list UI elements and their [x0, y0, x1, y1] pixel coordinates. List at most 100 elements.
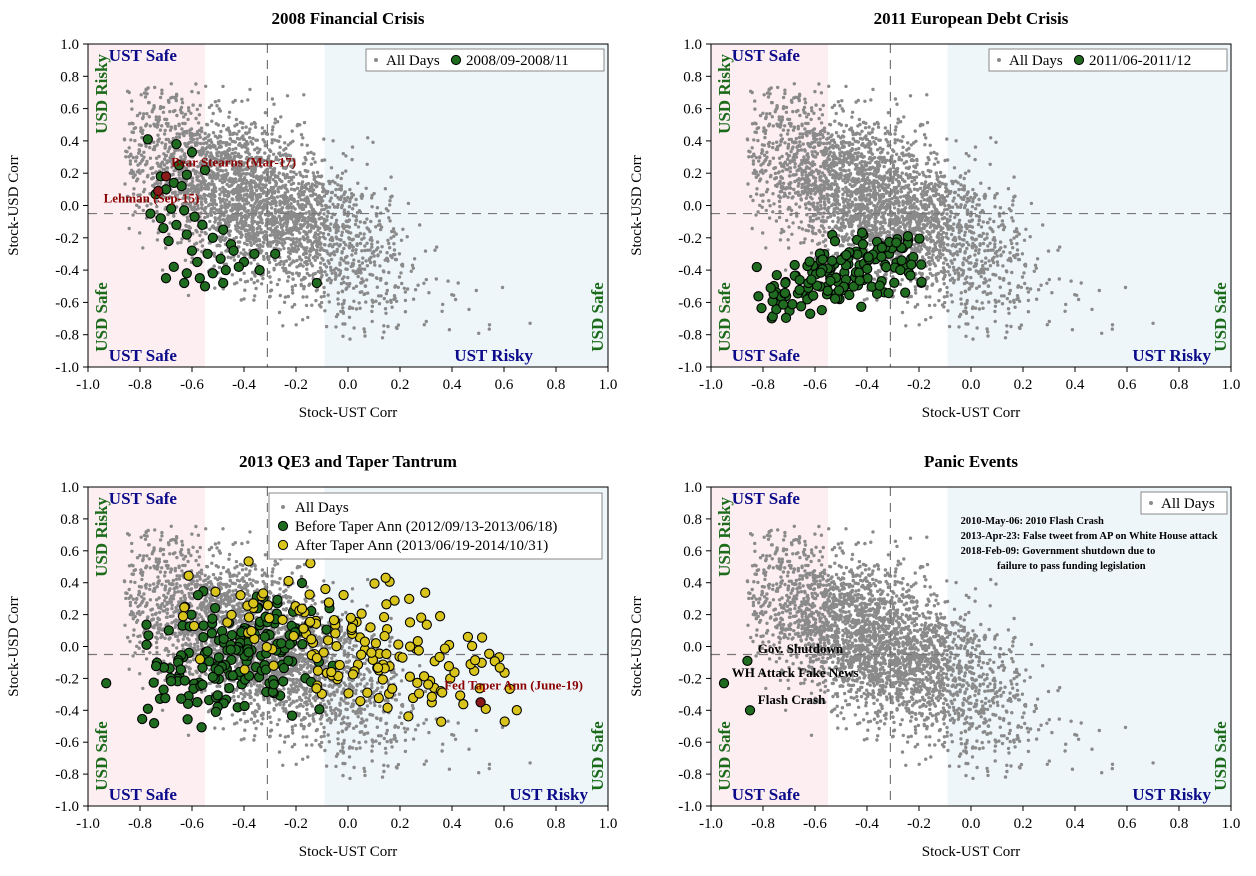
all-days-point [145, 204, 149, 208]
all-days-point [275, 230, 280, 235]
all-days-point [299, 278, 304, 282]
all-days-point [333, 193, 338, 197]
all-days-point [330, 215, 334, 220]
all-days-point [300, 244, 304, 249]
all-days-point [168, 109, 172, 114]
all-days-point [372, 260, 377, 264]
all-days-point [223, 173, 227, 178]
all-days-point [173, 148, 178, 153]
all-days-point [915, 188, 920, 192]
all-days-point [987, 186, 991, 190]
all-days-point [983, 249, 987, 253]
all-days-point [291, 181, 296, 185]
all-days-point [173, 108, 177, 113]
crisis-period-point [207, 268, 218, 279]
all-days-point [346, 261, 350, 265]
crisis-period-point [145, 208, 156, 219]
all-days-point [291, 175, 296, 179]
all-days-point [286, 143, 290, 147]
all-days-point [312, 209, 316, 214]
all-days-point [169, 96, 173, 100]
all-days-point [341, 322, 345, 326]
all-days-point [1016, 285, 1020, 289]
all-days-point [976, 222, 981, 227]
all-days-point [771, 210, 775, 214]
label-ust-safe-top: UST Safe [109, 46, 178, 65]
y-tick-label: -0.8 [55, 328, 79, 344]
all-days-point [356, 225, 361, 229]
all-days-point [771, 141, 775, 146]
all-days-point [757, 159, 761, 163]
all-days-point [241, 205, 245, 209]
all-days-point [213, 211, 217, 215]
all-days-point [897, 155, 901, 159]
all-days-point [922, 187, 927, 191]
all-days-point [187, 239, 191, 243]
all-days-point [275, 139, 280, 143]
all-days-point [250, 194, 255, 198]
y-tick-label: -0.2 [55, 231, 79, 247]
all-days-point [144, 88, 148, 92]
all-days-point [186, 293, 191, 298]
all-days-point [232, 178, 236, 182]
all-days-point [240, 126, 245, 130]
all-days-point [354, 284, 359, 288]
y-tick-label: 0.0 [60, 199, 79, 215]
all-days-point [313, 160, 317, 164]
all-days-point [326, 293, 330, 297]
crisis-period-point [189, 211, 200, 222]
all-days-point [283, 295, 288, 299]
all-days-point [409, 269, 413, 273]
all-days-point [785, 218, 789, 223]
all-days-point [350, 157, 354, 162]
all-days-point [175, 113, 179, 118]
all-days-point [188, 226, 192, 230]
all-days-point [750, 226, 754, 231]
all-days-point [312, 247, 316, 252]
all-days-point [197, 113, 202, 117]
all-days-point [340, 277, 345, 281]
all-days-point [993, 193, 997, 198]
all-days-point [387, 216, 391, 220]
all-days-point [298, 231, 302, 235]
all-days-point [907, 154, 912, 158]
all-days-point [124, 155, 128, 159]
all-days-point [309, 185, 313, 189]
all-days-point [351, 248, 355, 253]
all-days-point [331, 139, 335, 143]
all-days-point [857, 146, 861, 151]
all-days-point [989, 227, 994, 232]
all-days-point [316, 269, 320, 274]
all-days-point [203, 179, 207, 183]
all-days-point [311, 219, 316, 223]
all-days-point [374, 225, 378, 229]
all-days-point [952, 196, 956, 200]
all-days-point [283, 191, 287, 195]
all-days-point [245, 279, 250, 283]
all-days-point [781, 181, 786, 185]
all-days-point [337, 187, 341, 191]
all-days-point [199, 200, 204, 204]
all-days-point [168, 221, 172, 225]
all-days-point [344, 169, 348, 173]
all-days-point [165, 161, 169, 165]
all-days-point [180, 111, 184, 115]
all-days-point [945, 158, 950, 162]
all-days-point [294, 323, 298, 327]
all-days-point [344, 267, 348, 271]
all-days-point [467, 307, 471, 312]
all-days-point [328, 265, 333, 269]
all-days-point [205, 184, 209, 188]
all-days-point [349, 195, 354, 199]
all-days-point [290, 246, 294, 250]
all-days-point [286, 217, 290, 222]
all-days-point [303, 260, 307, 265]
all-days-point [227, 110, 232, 115]
all-days-point [329, 190, 334, 195]
all-days-point [335, 175, 339, 179]
all-days-point [324, 324, 329, 329]
all-days-point [967, 267, 971, 271]
all-days-point [778, 196, 783, 200]
all-days-point [965, 280, 969, 285]
all-days-point [292, 302, 297, 307]
